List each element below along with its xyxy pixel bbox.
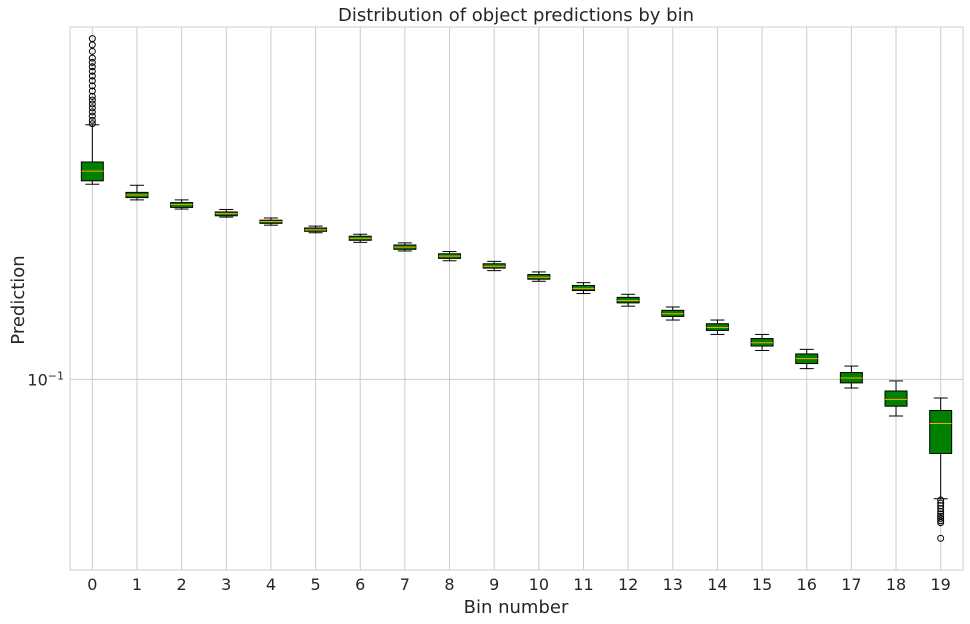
outlier-point [937, 517, 945, 525]
box-9 [482, 260, 506, 272]
outlier-point [937, 514, 945, 522]
box-body [929, 409, 953, 454]
y-tick-base: 10 [27, 370, 47, 389]
box-15 [750, 333, 774, 351]
box-12 [616, 293, 640, 307]
outlier-point [88, 72, 96, 80]
x-tick-label: 13 [663, 575, 683, 594]
outlier-point [88, 77, 96, 85]
box-6 [348, 233, 372, 243]
box-14 [705, 319, 729, 335]
x-tick-label: 4 [266, 575, 276, 594]
box-5 [304, 225, 328, 234]
x-tick-label: 3 [221, 575, 231, 594]
box-18 [884, 380, 908, 417]
box-11 [571, 282, 595, 295]
outlier-point [88, 63, 96, 71]
x-tick-label: 16 [797, 575, 817, 594]
x-tick-label: 2 [177, 575, 187, 594]
x-tick-labels: 0 1 2 3 4 5 6 7 8 9 10 11 12 13 14 15 16 17 18 19 [87, 575, 951, 594]
x-tick-label: 8 [444, 575, 454, 594]
x-tick-label: 7 [400, 575, 410, 594]
x-tick-label: 1 [132, 575, 142, 594]
boxes-layer [80, 35, 953, 542]
outlier-point [88, 54, 96, 62]
y-tick-exponent: −1 [48, 369, 64, 382]
outlier-point [88, 35, 96, 43]
outlier-point [88, 96, 96, 104]
x-tick-label: 19 [930, 575, 950, 594]
x-tick-label: 15 [752, 575, 772, 594]
outlier-point [88, 116, 96, 124]
x-tick-label: 17 [841, 575, 861, 594]
box-7 [393, 242, 417, 252]
outlier-point [88, 67, 96, 75]
x-tick-label: 18 [886, 575, 906, 594]
y-tick-label: 10−1 [27, 369, 64, 390]
outlier-point [937, 519, 945, 527]
box-16 [795, 348, 819, 370]
box-19 [929, 397, 953, 542]
plot-area [69, 26, 964, 571]
box-8 [438, 251, 462, 262]
box-0 [80, 35, 104, 185]
x-tick-label: 12 [618, 575, 638, 594]
y-tick-labels: 10−1 [27, 369, 64, 390]
box-body [884, 390, 908, 407]
outlier-point [88, 82, 96, 90]
x-tick-label: 14 [707, 575, 727, 594]
outlier-point [88, 100, 96, 108]
x-tick-label: 9 [489, 575, 499, 594]
box-1 [125, 184, 149, 201]
outlier-point [937, 534, 945, 542]
box-17 [839, 365, 863, 389]
box-4 [259, 217, 283, 226]
box-2 [170, 199, 194, 210]
box-3 [214, 208, 238, 218]
outlier-point [88, 112, 96, 120]
x-tick-label: 10 [529, 575, 549, 594]
chart-title: Distribution of object predictions by bi… [338, 5, 694, 26]
outlier-point [937, 510, 945, 518]
box-10 [527, 271, 551, 282]
outlier-point [88, 120, 96, 128]
box-13 [661, 306, 685, 321]
outlier-point [937, 507, 945, 515]
outlier-point [88, 58, 96, 66]
x-tick-label: 0 [87, 575, 97, 594]
y-axis-label: Prediction [8, 255, 29, 344]
outlier-point [937, 505, 945, 513]
x-axis-label: Bin number [464, 597, 569, 618]
outlier-point [88, 92, 96, 100]
outlier-point [88, 108, 96, 116]
x-tick-label: 5 [310, 575, 320, 594]
x-tick-label: 6 [355, 575, 365, 594]
outlier-point [88, 87, 96, 95]
outlier-point [88, 104, 96, 112]
x-tick-label: 11 [573, 575, 593, 594]
